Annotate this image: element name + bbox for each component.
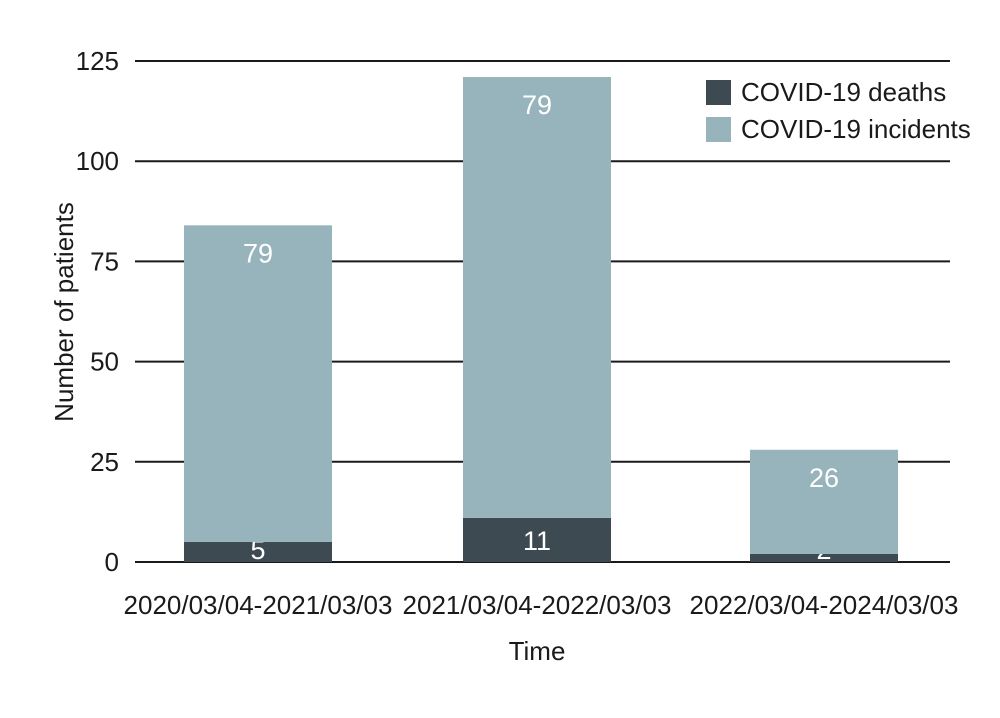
legend: COVID-19 deaths COVID-19 incidents (706, 77, 971, 144)
bars: 5791179226 (184, 77, 898, 565)
y-tick-label: 100 (76, 146, 119, 176)
bar-segment-deaths (184, 541, 332, 562)
y-tick-label: 75 (90, 246, 119, 276)
bar-segment-incidents (463, 77, 611, 518)
y-axis-title: Number of patients (49, 202, 79, 422)
x-tick-label: 2022/03/04-2024/03/03 (690, 590, 959, 620)
legend-label: COVID-19 deaths (741, 77, 946, 107)
legend-swatch (706, 117, 731, 142)
x-axis-title: Time (509, 636, 566, 666)
legend-swatch (706, 80, 731, 105)
data-label: 5 (250, 535, 265, 565)
data-label: 79 (243, 238, 273, 268)
x-tick-labels: 2020/03/04-2021/03/03 2021/03/04-2022/03/… (124, 590, 959, 620)
x-tick-label: 2020/03/04-2021/03/03 (124, 590, 393, 620)
y-tick-labels: 0 25 50 75 100 125 (76, 46, 119, 577)
y-tick-label: 0 (105, 547, 119, 577)
data-label: 26 (809, 463, 839, 493)
data-label: 79 (522, 90, 552, 120)
data-label: 11 (523, 526, 551, 556)
y-tick-label: 25 (90, 447, 119, 477)
bar-segment-incidents (184, 225, 332, 542)
y-tick-label: 125 (76, 46, 119, 76)
bar-segment-incidents (750, 449, 898, 554)
legend-label: COVID-19 incidents (741, 114, 971, 144)
x-tick-label: 2021/03/04-2022/03/03 (403, 590, 672, 620)
bar-segment-deaths (750, 553, 898, 562)
bar-segment-deaths (463, 517, 611, 562)
y-tick-label: 50 (90, 347, 119, 377)
